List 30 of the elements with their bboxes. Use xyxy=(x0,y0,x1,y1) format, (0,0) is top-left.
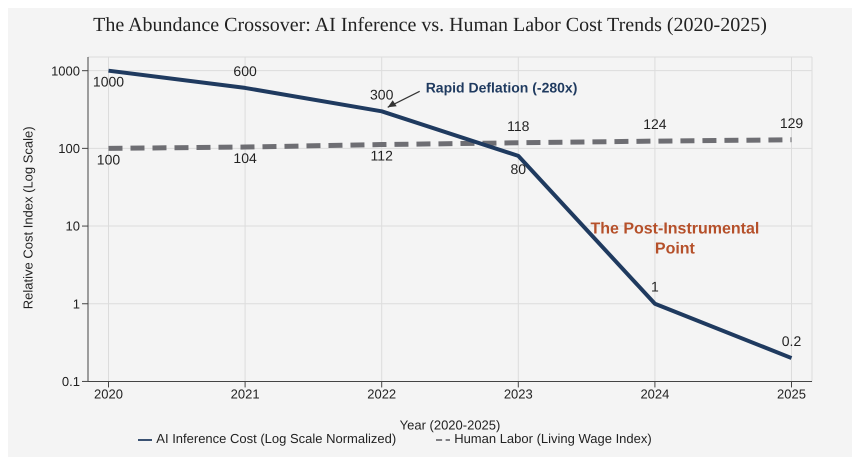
legend-label: Human Labor (Living Wage Index) xyxy=(454,431,652,446)
y-axis-title: Relative Cost Index (Log Scale) xyxy=(20,126,36,310)
annotation: The Post-Instrumental Point xyxy=(590,220,760,258)
y-tick-label: 1000 xyxy=(51,63,80,78)
chart-title: The Abundance Crossover: AI Inference vs. Human Labor Cost Trends (2020-2025) xyxy=(92,13,768,37)
data-label: 112 xyxy=(370,148,394,164)
legend-label: AI Inference Cost (Log Scale Normalized) xyxy=(156,431,396,446)
data-label: 0.2 xyxy=(782,333,802,350)
y-tick-label: 10 xyxy=(66,218,80,234)
y-tick-label: 0.1 xyxy=(62,374,80,390)
data-label: 124 xyxy=(643,116,667,132)
data-label: 80 xyxy=(510,160,526,177)
data-label: 104 xyxy=(233,150,257,166)
data-label: 129 xyxy=(780,114,804,131)
data-label: 1000 xyxy=(92,74,124,90)
x-tick-label: 2021 xyxy=(230,386,260,402)
x-tick-label: 2020 xyxy=(94,386,123,402)
x-tick-label: 2022 xyxy=(367,386,396,402)
y-tick-label: 100 xyxy=(58,140,80,156)
x-tick-label: 2024 xyxy=(640,386,670,402)
data-label: 600 xyxy=(233,62,257,79)
x-axis-title: Year (2020-2025) xyxy=(400,417,500,432)
data-label: 300 xyxy=(370,86,394,102)
x-tick-label: 2023 xyxy=(504,386,533,402)
data-label: 100 xyxy=(96,151,120,168)
annotation: Rapid Deflation (-280x) xyxy=(426,79,578,96)
data-label: 118 xyxy=(507,118,530,134)
y-tick-label: 1 xyxy=(72,296,80,312)
x-tick-label: 2025 xyxy=(777,386,806,402)
data-label: 1 xyxy=(651,278,660,295)
